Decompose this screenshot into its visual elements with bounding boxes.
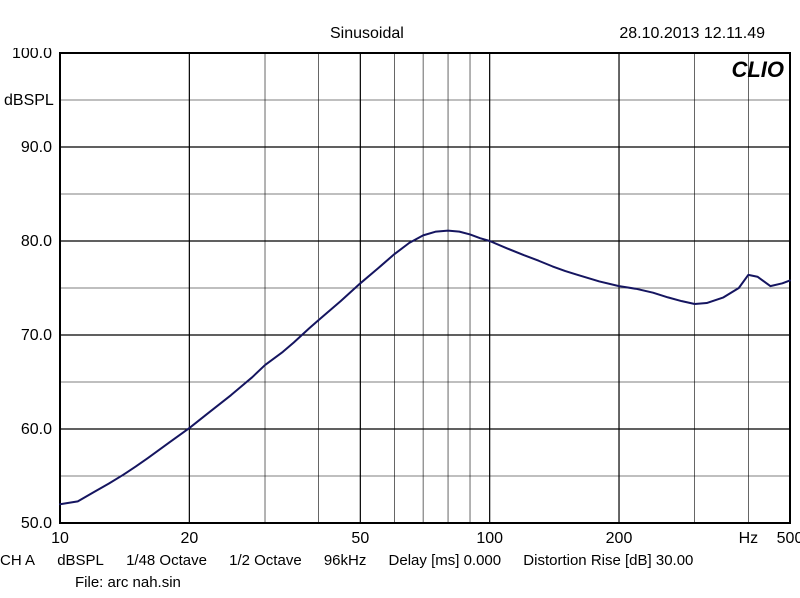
svg-text:dBSPL: dBSPL [4,92,54,109]
footer-octave1: 1/48 Octave [126,552,207,569]
svg-text:CLIO: CLIO [731,57,784,82]
svg-text:10: 10 [51,530,69,547]
chart-timestamp: 28.10.2013 12.11.49 [619,25,765,43]
chart-footer: CH A dBSPL 1/48 Octave 1/2 Octave 96kHz … [0,548,800,596]
footer-distortion: Distortion Rise [dB] 30.00 [523,552,693,569]
footer-samplerate: 96kHz [324,552,367,569]
footer-delay: Delay [ms] 0.000 [389,552,502,569]
svg-text:80.0: 80.0 [21,233,52,250]
svg-text:50.0: 50.0 [21,515,52,532]
svg-text:70.0: 70.0 [21,327,52,344]
frequency-response-chart: 50.0 60.0 70.0 80.0 90.0 100.0 dBSPL 10 20 50 100 2… [0,48,800,548]
svg-text:20: 20 [180,530,198,547]
svg-text:50: 50 [351,530,369,547]
svg-text:200: 200 [606,530,633,547]
footer-file: File: arc nah.sin [75,574,800,591]
svg-text:Hz: Hz [739,530,759,547]
svg-text:100: 100 [476,530,503,547]
plot-area: 50.0 60.0 70.0 80.0 90.0 100.0 dBSPL 10 20 50 100 2… [0,48,800,548]
footer-octave2: 1/2 Octave [229,552,302,569]
svg-text:100.0: 100.0 [12,48,52,62]
svg-text:90.0: 90.0 [21,139,52,156]
svg-text:60.0: 60.0 [21,421,52,438]
footer-unit: dBSPL [57,552,104,569]
svg-text:500: 500 [777,530,800,547]
chart-title: Sinusoidal [330,25,404,43]
footer-channel: CH A [0,552,35,569]
chart-header: Sinusoidal 28.10.2013 12.11.49 [0,0,800,48]
